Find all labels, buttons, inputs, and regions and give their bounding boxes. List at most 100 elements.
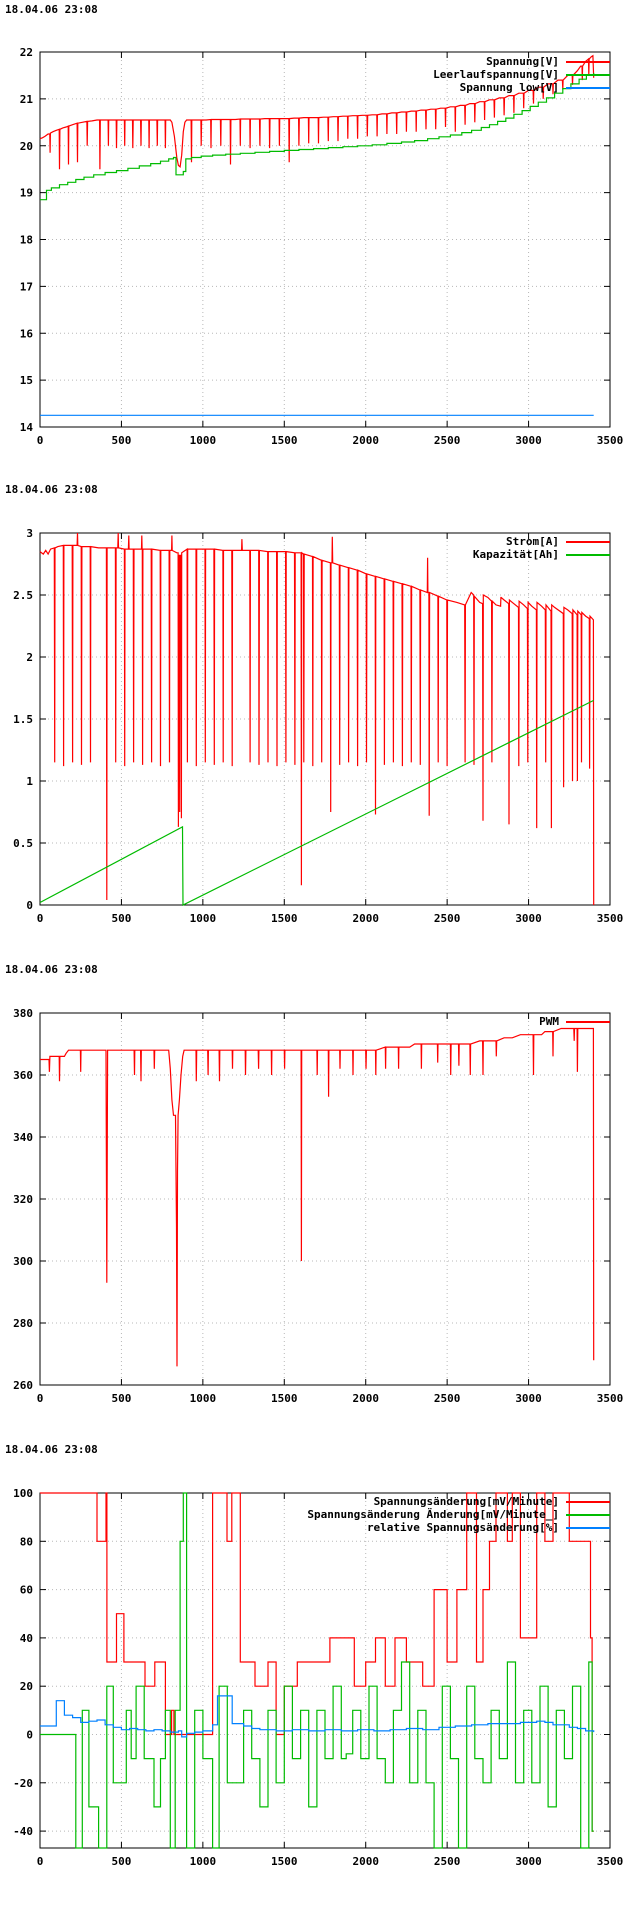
- svg-text:3500: 3500: [597, 912, 624, 925]
- svg-text:15: 15: [20, 374, 33, 387]
- legend: Spannung[V] Leerlaufspannung[V] Spannung…: [433, 55, 610, 94]
- svg-text:17: 17: [20, 280, 33, 293]
- svg-text:3000: 3000: [515, 434, 542, 447]
- plot-canvas-strom: 0 500 1000 1500 2000 2500 3000 3500 0 0.5 1 1.5 2 2.5…: [13, 527, 624, 925]
- svg-text:260: 260: [13, 1379, 33, 1392]
- svg-text:0: 0: [37, 1855, 44, 1868]
- svg-text:3000: 3000: [515, 1392, 542, 1405]
- series-spannungs-nderung-nderung-mv-minute-: [40, 1492, 594, 1849]
- svg-text:0.5: 0.5: [13, 837, 33, 850]
- svg-text:18: 18: [20, 234, 33, 247]
- series-relative-spannungs-nderung-: [40, 1695, 595, 1738]
- svg-text:1500: 1500: [271, 434, 298, 447]
- legend-label: Kapazität[Ah]: [472, 548, 559, 561]
- chart-block-spannungsaenderung: 18.04.06 23:08 0 500 1000 1500 2000 2500 3000 3…: [0, 1440, 640, 1920]
- svg-text:3500: 3500: [597, 1392, 624, 1405]
- legend-row: Spannung[V]: [433, 55, 610, 68]
- legend: Strom[A] Kapazität[Ah]: [473, 535, 610, 561]
- svg-text:2000: 2000: [352, 1855, 379, 1868]
- svg-text:2500: 2500: [434, 1392, 461, 1405]
- plot-canvas-pwm: 0 500 1000 1500 2000 2500 3000 3500 260 280 300 320…: [13, 1007, 624, 1405]
- svg-text:3000: 3000: [515, 1855, 542, 1868]
- svg-text:1000: 1000: [190, 1392, 217, 1405]
- plot-canvas-spannung: 0 500 1000 1500 2000 2500 3000 3500 14 15 16 17 18 19…: [20, 46, 624, 447]
- plot-canvas-spannungsaenderung: 0 500 1000 1500 2000 2500 3000 3500 -40 -20 0 20 40 6…: [13, 1487, 624, 1868]
- svg-text:340: 340: [13, 1131, 33, 1144]
- svg-text:500: 500: [111, 1855, 131, 1868]
- series-spannung-v-: [39, 54, 595, 170]
- timestamp: 18.04.06 23:08: [5, 483, 98, 496]
- legend: Spannungsänderung[mV/Minute] Spannungsän…: [307, 1495, 610, 1534]
- svg-text:3: 3: [26, 527, 33, 540]
- svg-text:0: 0: [37, 434, 44, 447]
- chart-block-pwm: 18.04.06 23:08 0 500 1000 1500 2000 2500 3000 3…: [0, 960, 640, 1440]
- timestamp: 18.04.06 23:08: [5, 3, 98, 16]
- svg-text:100: 100: [13, 1487, 33, 1500]
- series-pwm: [40, 1027, 595, 1367]
- svg-text:2: 2: [26, 651, 33, 664]
- svg-text:0: 0: [37, 1392, 44, 1405]
- legend-row: Kapazität[Ah]: [473, 548, 610, 561]
- chart-block-strom-kapazitaet: 18.04.06 23:08 0 500 1000 1500 2000 2500 3000 3…: [0, 480, 640, 960]
- series-leerlaufspannung-v-: [40, 73, 595, 201]
- legend-label: Spannungsänderung Änderung[mV/Minute_]: [307, 1508, 559, 1521]
- svg-text:20: 20: [20, 1680, 33, 1693]
- legend-row: Spannung low[V]: [433, 81, 610, 94]
- legend-line-sample: [566, 86, 610, 89]
- svg-text:40: 40: [20, 1632, 33, 1645]
- svg-text:0: 0: [26, 1728, 33, 1741]
- legend-row: PWM: [539, 1015, 610, 1028]
- legend-label: Spannungsänderung[mV/Minute]: [373, 1495, 559, 1508]
- legend-row: Spannungsänderung Änderung[mV/Minute_]: [307, 1508, 610, 1521]
- series-spannungs-nderung-mv-minute-: [40, 1492, 594, 1832]
- legend-row: Spannungsänderung[mV/Minute]: [307, 1495, 610, 1508]
- legend-row: Strom[A]: [473, 535, 610, 548]
- svg-text:500: 500: [111, 434, 131, 447]
- legend-line-sample: [566, 1526, 610, 1529]
- svg-text:1000: 1000: [190, 1855, 217, 1868]
- svg-text:1500: 1500: [271, 1855, 298, 1868]
- svg-text:1000: 1000: [190, 912, 217, 925]
- legend: PWM: [539, 1015, 610, 1028]
- svg-text:60: 60: [20, 1584, 33, 1597]
- svg-text:19: 19: [20, 187, 33, 200]
- series-kapazit-t-ah-: [39, 699, 594, 906]
- legend-row: relative Spannungsänderung[%]: [307, 1521, 610, 1534]
- svg-text:0: 0: [37, 912, 44, 925]
- legend-label: relative Spannungsänderung[%]: [366, 1521, 559, 1534]
- legend-row: Leerlaufspannung[V]: [433, 68, 610, 81]
- svg-text:16: 16: [20, 327, 34, 340]
- legend-line-sample: [566, 73, 610, 76]
- svg-text:2.5: 2.5: [13, 589, 33, 602]
- svg-text:2500: 2500: [434, 434, 461, 447]
- legend-line-sample: [566, 1513, 610, 1516]
- svg-text:380: 380: [13, 1007, 33, 1020]
- svg-text:1: 1: [26, 775, 33, 788]
- legend-line-sample: [566, 1020, 610, 1023]
- legend-line-sample: [566, 1500, 610, 1503]
- svg-text:-20: -20: [13, 1777, 33, 1790]
- legend-line-sample: [566, 553, 610, 556]
- svg-text:3500: 3500: [597, 1855, 624, 1868]
- legend-line-sample: [566, 60, 610, 63]
- legend-label: Spannung[V]: [486, 55, 559, 68]
- legend-label: Spannung low[V]: [459, 81, 559, 94]
- svg-text:1500: 1500: [271, 1392, 298, 1405]
- svg-text:1000: 1000: [190, 434, 217, 447]
- svg-text:-40: -40: [13, 1825, 33, 1838]
- svg-text:300: 300: [13, 1255, 33, 1268]
- svg-text:1500: 1500: [271, 912, 298, 925]
- svg-text:2000: 2000: [352, 434, 379, 447]
- svg-text:80: 80: [20, 1535, 33, 1548]
- svg-text:500: 500: [111, 1392, 131, 1405]
- svg-text:20: 20: [20, 140, 33, 153]
- svg-text:14: 14: [20, 421, 34, 434]
- svg-text:3000: 3000: [515, 912, 542, 925]
- legend-label: Leerlaufspannung[V]: [433, 68, 559, 81]
- svg-text:1.5: 1.5: [13, 713, 33, 726]
- timestamp: 18.04.06 23:08: [5, 1443, 98, 1456]
- svg-text:22: 22: [20, 46, 33, 59]
- svg-text:360: 360: [13, 1069, 33, 1082]
- legend-line-sample: [566, 540, 610, 543]
